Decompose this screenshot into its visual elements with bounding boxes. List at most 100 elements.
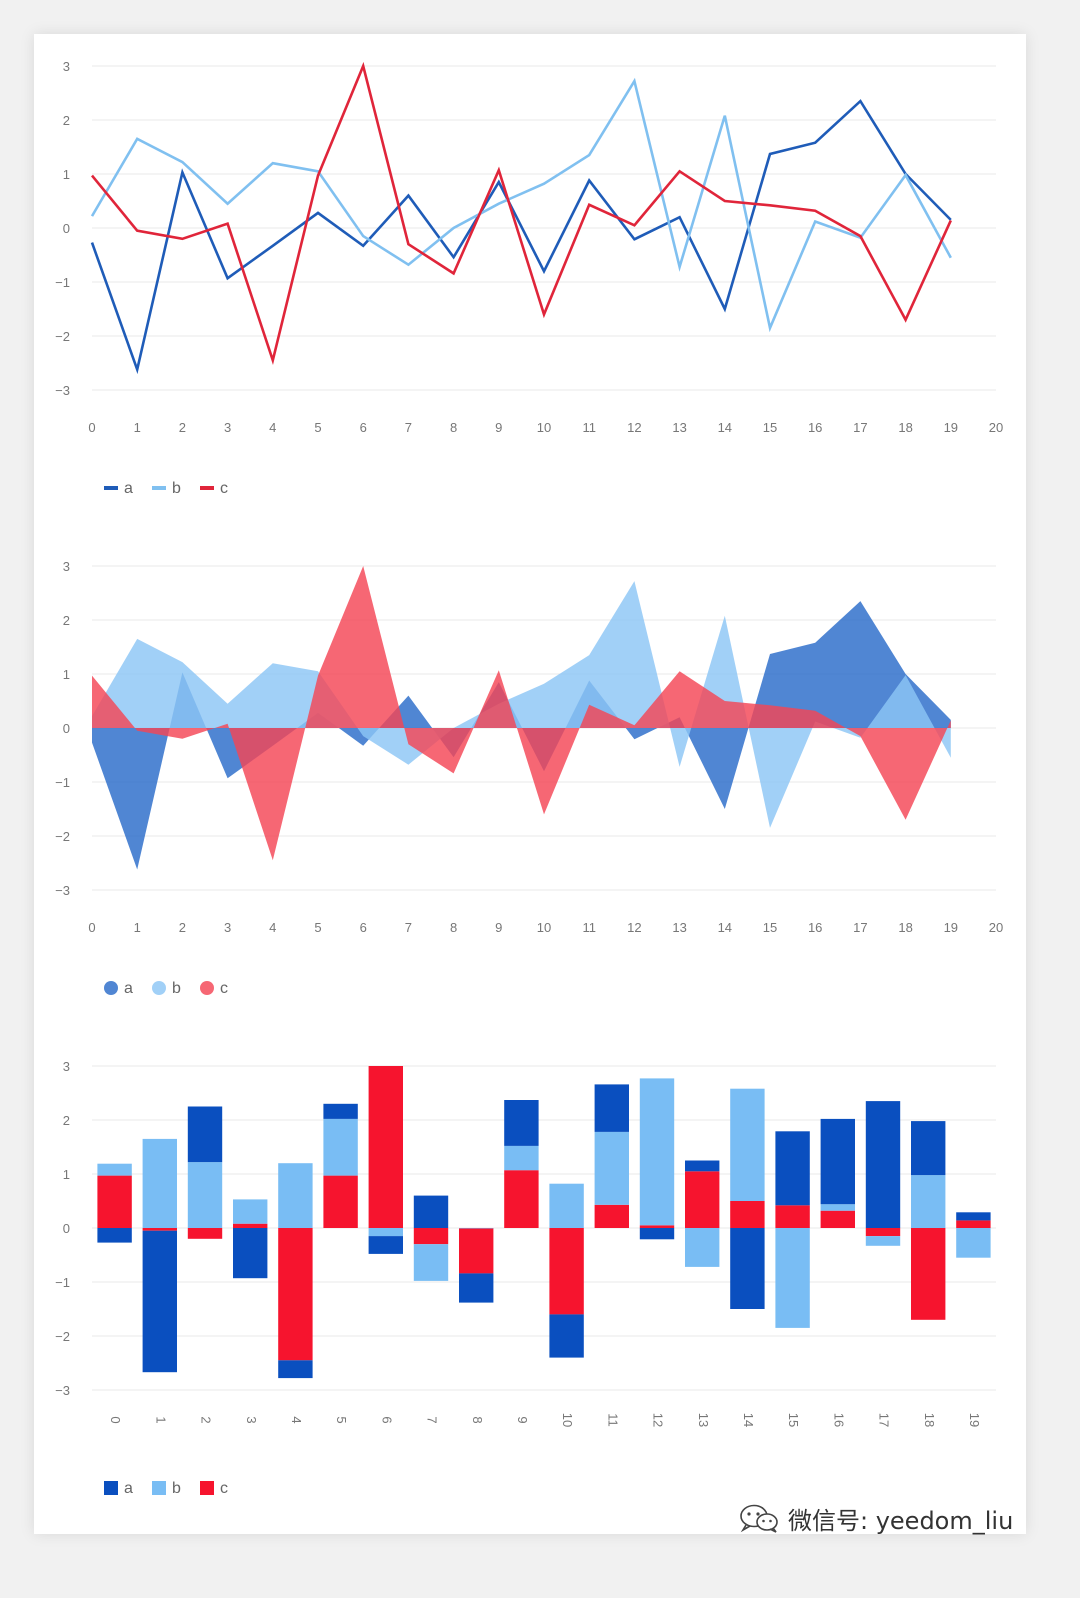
x-tick-label: 10 — [560, 1413, 575, 1427]
y-tick-label: 3 — [63, 59, 70, 74]
bar-b — [956, 1228, 991, 1258]
y-tick-label: −3 — [55, 1383, 70, 1398]
x-tick-label: 14 — [741, 1413, 756, 1427]
bar-b — [639, 1078, 675, 1226]
bar-b — [594, 1131, 629, 1205]
bar-b — [278, 1163, 313, 1228]
bar-b — [233, 1199, 268, 1224]
bar-c — [278, 1228, 313, 1361]
legend-label-b: b — [172, 1480, 181, 1497]
x-tick-label: 16 — [808, 420, 822, 435]
area-series-c — [92, 566, 951, 861]
y-tick-label: −1 — [55, 275, 70, 290]
y-tick-label: −3 — [55, 883, 70, 898]
legend-marker-a — [104, 981, 118, 995]
bar-c — [549, 1228, 584, 1315]
chart-card: 3 2 1 0 −1 −2 −3 0 1 2 3 4 5 6 7 8 9 10 11 12 13 14 15 16 17 18 19… — [34, 34, 1026, 1534]
bar-c — [730, 1201, 765, 1228]
x-tick-label: 12 — [627, 920, 641, 935]
bar-a — [504, 1100, 539, 1146]
x-tick-label: 13 — [672, 420, 686, 435]
y-tick-label: −2 — [55, 1329, 70, 1344]
bar-b — [549, 1183, 584, 1228]
bar-b — [459, 1228, 494, 1229]
x-tick-label: 3 — [224, 420, 231, 435]
bar-a — [278, 1360, 313, 1379]
bar-c — [775, 1205, 810, 1228]
bar-c — [323, 1175, 358, 1228]
bar-b — [685, 1228, 720, 1267]
bar-c — [911, 1228, 946, 1320]
x-tick-label: 0 — [108, 1416, 123, 1423]
bar-c — [233, 1223, 268, 1228]
x-tick-label: 4 — [269, 920, 276, 935]
y-tick-label: 1 — [63, 667, 70, 682]
watermark: 微信号: yeedom_liu — [738, 1500, 1013, 1536]
legend-label-b: b — [172, 480, 181, 497]
x-tick-label: 7 — [405, 420, 412, 435]
wechat-icon — [740, 1504, 778, 1533]
legend-label-a: a — [124, 980, 133, 997]
bar-a — [549, 1314, 584, 1358]
x-tick-label: 17 — [877, 1413, 892, 1427]
y-tick-label: −2 — [55, 329, 70, 344]
x-tick-label: 19 — [944, 420, 958, 435]
bar-c — [594, 1204, 629, 1228]
x-tick-label: 16 — [831, 1413, 846, 1427]
x-tick-label: 6 — [360, 920, 367, 935]
y-tick-label: −3 — [55, 383, 70, 398]
legend-label-c: c — [220, 980, 228, 997]
x-tick-label: 14 — [718, 420, 732, 435]
watermark-text: 微信号: yeedom_liu — [788, 1506, 1014, 1535]
x-tick-label: 13 — [672, 920, 686, 935]
bar-c — [865, 1228, 901, 1237]
x-tick-label: 18 — [922, 1413, 937, 1427]
area-series-b — [92, 581, 951, 828]
bar-a — [368, 1236, 403, 1254]
legend-label-a: a — [124, 1480, 133, 1497]
y-tick-label: 2 — [63, 1113, 70, 1128]
y-tick-label: −2 — [55, 829, 70, 844]
x-tick-label: 18 — [898, 420, 912, 435]
y-tick-label: 3 — [63, 1059, 70, 1074]
y-tick-label: 2 — [63, 113, 70, 128]
legend-label-b: b — [172, 980, 181, 997]
bar-a — [639, 1228, 675, 1240]
bar-b — [911, 1175, 946, 1228]
x-tick-label: 9 — [495, 920, 502, 935]
x-tick-label: 6 — [360, 420, 367, 435]
x-tick-label: 8 — [470, 1416, 485, 1423]
x-tick-label: 5 — [314, 920, 321, 935]
legend-label-a: a — [124, 480, 133, 497]
bar-b — [775, 1228, 810, 1328]
x-tick-label: 2 — [179, 920, 186, 935]
x-tick-label: 1 — [134, 420, 141, 435]
bar-c — [639, 1225, 675, 1228]
x-tick-label: 16 — [808, 920, 822, 935]
bar-a — [142, 1230, 177, 1373]
bar-a — [187, 1106, 223, 1163]
x-tick-label: 8 — [450, 920, 457, 935]
x-tick-label: 4 — [269, 420, 276, 435]
bar-a — [323, 1103, 358, 1119]
x-tick-label: 5 — [314, 420, 321, 435]
y-tick-label: −1 — [55, 1275, 70, 1290]
bar-c — [956, 1220, 991, 1228]
x-tick-label: 15 — [786, 1413, 801, 1427]
y-tick-label: 3 — [63, 559, 70, 574]
legend-marker-b — [152, 981, 166, 995]
x-tick-label: 11 — [582, 920, 596, 935]
x-tick-label: 12 — [651, 1413, 666, 1427]
x-tick-label: 14 — [718, 920, 732, 935]
bar-c — [459, 1228, 494, 1274]
x-tick-label: 15 — [763, 420, 777, 435]
x-tick-label: 7 — [425, 1416, 440, 1423]
bar-a — [413, 1195, 449, 1228]
bar-a — [865, 1101, 901, 1228]
legend-label-c: c — [220, 1480, 228, 1497]
x-tick-label: 9 — [495, 420, 502, 435]
bar-c — [368, 1066, 403, 1228]
bar-a — [730, 1228, 765, 1309]
